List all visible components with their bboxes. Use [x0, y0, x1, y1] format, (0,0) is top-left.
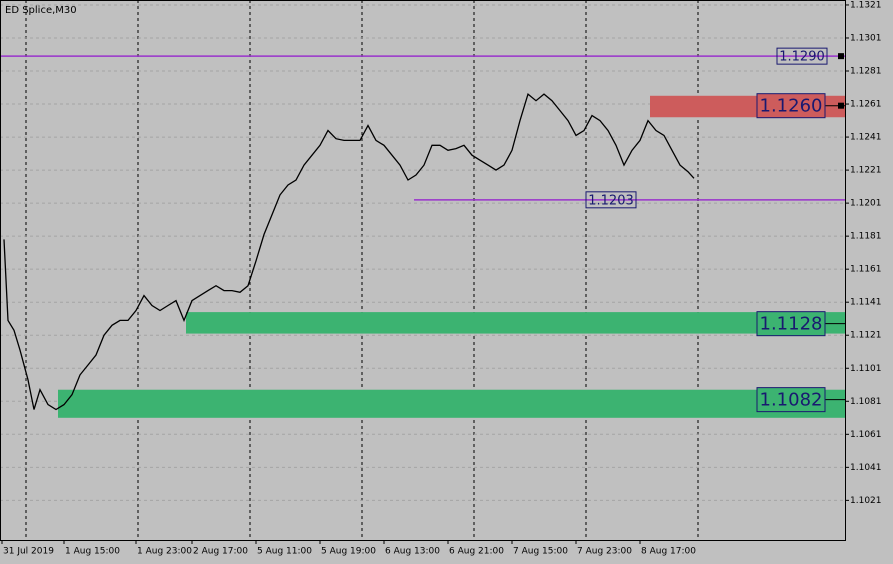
price-line [3, 92, 695, 411]
x-tick-label: 6 Aug 21:00 [449, 547, 504, 557]
y-tick-label: 1.1281 [850, 67, 882, 77]
x-tick-label: 8 Aug 17:00 [641, 547, 696, 557]
x-tick-label: 1 Aug 23:00 [137, 547, 192, 557]
x-tick-label: 5 Aug 11:00 [257, 547, 312, 557]
level-label: 1.1203 [588, 193, 634, 208]
y-tick-label: 1.1121 [850, 331, 882, 341]
x-tick-label: 31 Jul 2019 [3, 547, 54, 557]
level-marker [838, 53, 844, 60]
y-tick-label: 1.1101 [850, 364, 882, 374]
y-tick-label: 1.1241 [850, 133, 882, 143]
zone-label: 1.1128 [760, 314, 823, 335]
level-marker [838, 102, 844, 109]
level-label: 1.1290 [779, 50, 825, 65]
plot-frame [0, 0, 846, 541]
x-tick-label: 2 Aug 17:00 [193, 547, 248, 557]
y-tick-label: 1.1261 [850, 100, 882, 110]
zone-label: 1.1082 [760, 390, 823, 411]
zone-label-box [756, 387, 826, 413]
level-label-box [776, 47, 828, 65]
zone [58, 389, 845, 418]
chart-title: ED Splice,M30 [5, 5, 77, 16]
level-label-box [585, 191, 637, 209]
zone-label-box [756, 93, 826, 119]
y-tick-label: 1.1181 [850, 232, 882, 242]
zone-label: 1.1260 [760, 96, 823, 117]
y-tick-label: 1.1061 [850, 430, 882, 440]
x-tick-label: 6 Aug 13:00 [385, 547, 440, 557]
y-tick-label: 1.1021 [850, 496, 882, 506]
zone-label-box [756, 311, 826, 337]
y-tick-label: 1.1041 [850, 463, 882, 473]
x-tick-label: 1 Aug 15:00 [65, 547, 120, 557]
y-tick-label: 1.1221 [850, 166, 882, 176]
period-separators [25, 0, 699, 540]
x-tick-label: 7 Aug 15:00 [513, 547, 568, 557]
x-tick-label: 5 Aug 19:00 [321, 547, 376, 557]
zone [186, 312, 845, 334]
y-tick-label: 1.1201 [850, 199, 882, 209]
y-tick-label: 1.1161 [850, 265, 882, 275]
x-tick-label: 7 Aug 23:00 [577, 547, 632, 557]
y-tick-label: 1.1301 [850, 33, 882, 43]
y-tick-label: 1.1141 [850, 298, 882, 308]
y-tick-label: 1.1081 [850, 397, 882, 407]
y-tick-label: 1.1321 [850, 0, 882, 10]
